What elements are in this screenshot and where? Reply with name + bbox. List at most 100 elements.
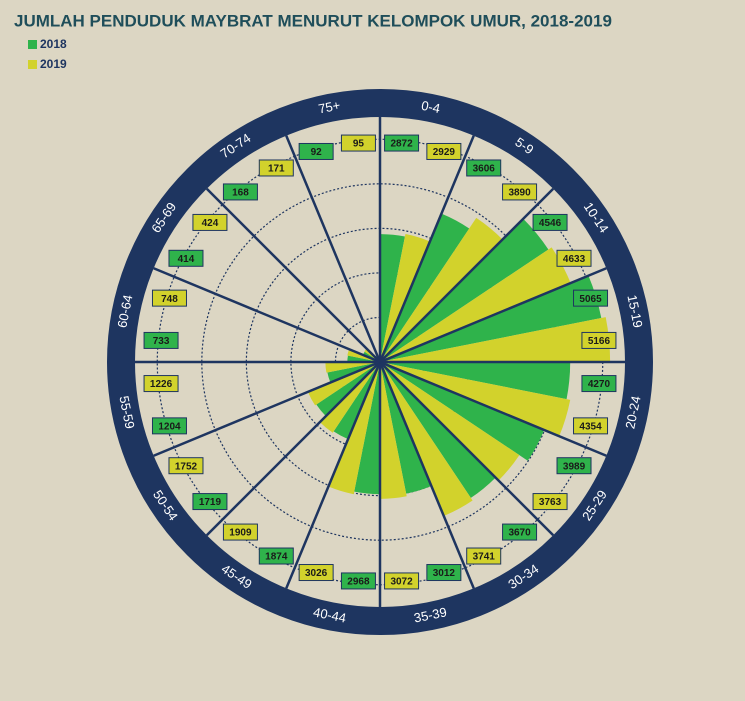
value-label: 92 xyxy=(311,147,323,158)
bar xyxy=(380,234,405,362)
value-label: 95 xyxy=(353,139,365,150)
bar xyxy=(380,217,503,362)
value-label: 2872 xyxy=(390,139,413,150)
category-label: 20-24 xyxy=(622,395,643,431)
bar xyxy=(333,362,380,440)
spoke xyxy=(285,135,382,363)
value-label: 1874 xyxy=(265,552,288,563)
value-label-box xyxy=(298,142,334,160)
category-label: 15-19 xyxy=(624,293,645,329)
legend-label: 2019 xyxy=(40,57,67,71)
value-label-box xyxy=(298,564,334,582)
chart-title: JUMLAH PENDUDUK MAYBRAT MENURUT KELOMPOK… xyxy=(14,11,612,30)
value-label: 3890 xyxy=(508,188,531,199)
value-label: 5166 xyxy=(588,336,611,347)
value-label-box xyxy=(426,564,462,582)
category-label: 0-4 xyxy=(420,98,441,116)
value-label-box xyxy=(573,417,609,435)
bar xyxy=(380,362,407,499)
category-label: 40-44 xyxy=(312,604,348,625)
value-label-box xyxy=(384,572,420,590)
bar xyxy=(380,362,473,516)
outer-ring xyxy=(107,89,653,635)
bar xyxy=(319,362,380,433)
bar xyxy=(316,362,380,417)
value-label: 171 xyxy=(268,164,285,175)
value-label-box xyxy=(384,134,420,152)
value-label: 4546 xyxy=(539,218,562,229)
value-label-box xyxy=(573,289,609,307)
legend-swatch xyxy=(28,40,37,49)
value-label: 168 xyxy=(232,188,249,199)
value-label: 1226 xyxy=(150,379,173,390)
bar xyxy=(380,218,549,362)
spoke xyxy=(153,267,381,364)
value-label-box xyxy=(532,213,568,231)
value-label: 3741 xyxy=(473,552,496,563)
value-label-box xyxy=(502,523,538,541)
value-label-box xyxy=(581,331,617,349)
value-label: 1752 xyxy=(175,461,198,472)
value-label: 1909 xyxy=(229,528,252,539)
spoke xyxy=(205,361,381,537)
category-label: 75+ xyxy=(317,97,342,116)
spoke xyxy=(378,361,475,589)
value-label-box xyxy=(192,213,228,231)
value-label-box xyxy=(556,457,592,475)
value-label-box xyxy=(151,289,187,307)
value-label: 4354 xyxy=(579,422,602,433)
legend-label: 2018 xyxy=(40,37,67,51)
spoke xyxy=(379,361,555,537)
legend-swatch xyxy=(28,60,37,69)
spoke xyxy=(285,361,382,589)
spoke xyxy=(379,360,607,457)
spoke xyxy=(153,360,381,457)
value-label-box xyxy=(143,375,179,393)
value-label-box xyxy=(340,572,376,590)
value-label-box xyxy=(466,547,502,565)
category-label: 60-64 xyxy=(114,293,135,329)
value-label-box xyxy=(502,183,538,201)
bar xyxy=(380,362,520,481)
bar xyxy=(380,362,545,461)
value-label-box xyxy=(151,417,187,435)
spoke xyxy=(379,187,555,363)
category-label: 35-39 xyxy=(413,604,449,625)
value-label-box xyxy=(556,249,592,267)
value-label: 733 xyxy=(153,336,170,347)
category-label: 55-59 xyxy=(116,395,137,431)
value-label: 3763 xyxy=(539,497,562,508)
value-label-box xyxy=(340,134,376,152)
spoke xyxy=(378,135,475,363)
value-label: 3989 xyxy=(563,461,586,472)
bar xyxy=(307,362,380,406)
value-label: 748 xyxy=(161,294,178,305)
value-label: 414 xyxy=(178,254,195,265)
value-label-box xyxy=(192,493,228,511)
bar xyxy=(380,213,470,362)
value-label-box xyxy=(426,142,462,160)
value-label: 1719 xyxy=(199,497,222,508)
value-label-box xyxy=(258,159,294,177)
value-label-box xyxy=(168,249,204,267)
bar xyxy=(380,362,496,498)
value-label-box xyxy=(466,159,502,177)
value-label-box xyxy=(532,493,568,511)
value-label: 1204 xyxy=(158,422,181,433)
value-label-box xyxy=(258,547,294,565)
value-label-box xyxy=(143,331,179,349)
spoke xyxy=(205,187,381,363)
value-label: 2968 xyxy=(347,577,370,588)
value-label: 3072 xyxy=(390,577,413,588)
value-label: 3026 xyxy=(305,568,328,579)
value-label-box xyxy=(168,457,204,475)
value-label-box xyxy=(581,375,617,393)
value-label: 3670 xyxy=(508,528,531,539)
value-label-box xyxy=(222,183,258,201)
bar xyxy=(380,362,571,400)
bar xyxy=(347,355,380,362)
bar xyxy=(380,247,571,362)
bar xyxy=(354,362,380,495)
